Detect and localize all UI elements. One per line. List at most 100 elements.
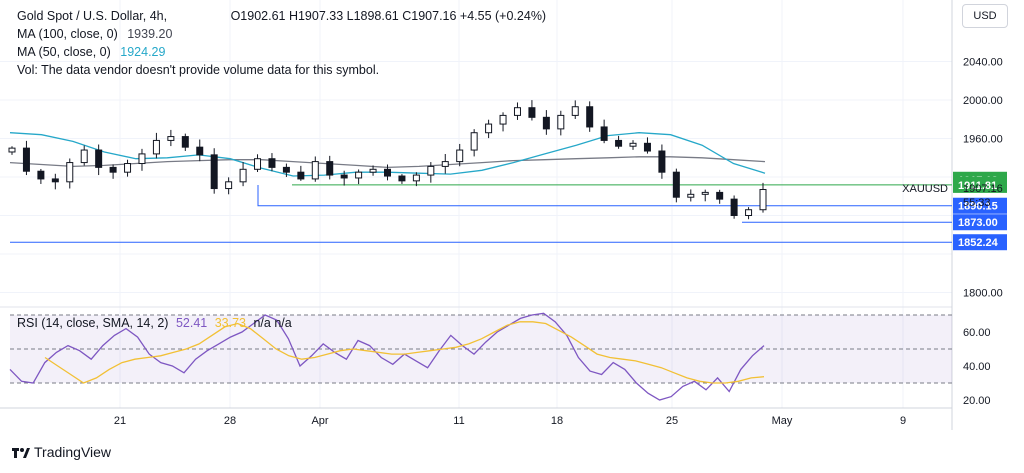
candle <box>138 148 146 171</box>
candle <box>456 143 464 167</box>
candle <box>759 182 767 213</box>
ma50-value: 1924.29 <box>120 45 166 59</box>
candle <box>470 129 478 157</box>
footer-branding: TradingView <box>12 444 111 460</box>
candle <box>124 159 132 177</box>
candle-body <box>51 178 59 183</box>
candle-body <box>22 147 30 172</box>
candle-body <box>615 139 623 147</box>
candle <box>542 110 550 135</box>
candle-body <box>210 154 218 190</box>
candle-body <box>687 193 695 198</box>
candle-body <box>181 136 189 148</box>
candle <box>716 189 724 204</box>
countdown-label: 55:33 <box>963 197 991 209</box>
ma50-label: MA (50, close, 0) <box>17 45 111 59</box>
ma100-label: MA (100, close, 0) <box>17 27 118 41</box>
candle-body <box>759 189 767 211</box>
candle-body <box>80 149 88 164</box>
price-label-box <box>953 234 1007 251</box>
rsi-value: 52.41 <box>175 316 208 330</box>
candle <box>109 164 117 179</box>
candle-body <box>456 149 464 163</box>
time-tick-label: 9 <box>900 415 906 427</box>
candle <box>311 156 319 182</box>
footer-brand-text: TradingView <box>34 444 112 460</box>
currency-button[interactable]: USD <box>962 4 1008 28</box>
legend-ohlc: O1902.61 H1907.33 L1898.61 C1907.16 +4.5… <box>230 9 547 23</box>
candle <box>254 154 262 173</box>
candle-body <box>297 171 305 180</box>
candle <box>629 140 637 150</box>
candle <box>355 169 363 185</box>
candle <box>528 100 536 121</box>
candle <box>571 100 579 119</box>
time-tick-label: May <box>772 415 793 427</box>
candle-body <box>716 191 724 200</box>
candle <box>37 168 45 184</box>
time-tick-label: Apr <box>311 415 328 427</box>
candle <box>513 102 521 120</box>
candle-body <box>66 162 74 183</box>
candle <box>557 110 565 136</box>
candle <box>297 165 305 181</box>
legend-title: Gold Spot / U.S. Dollar, 4h, <box>17 9 168 23</box>
candle <box>687 189 695 202</box>
candle-body <box>340 174 348 179</box>
candle <box>398 174 406 184</box>
candle-body <box>95 149 103 168</box>
candle-body <box>427 165 435 176</box>
candle-body <box>109 166 117 173</box>
candle-body <box>398 175 406 182</box>
price-tick-label: 2000.00 <box>963 95 1003 107</box>
candle-body <box>658 150 666 173</box>
candle <box>730 195 738 219</box>
candle-body <box>196 146 204 156</box>
candle-body <box>326 161 334 176</box>
candle-body <box>672 171 680 198</box>
candle <box>701 189 709 202</box>
candle-body <box>254 158 262 170</box>
candle <box>600 119 608 144</box>
price-label-text: 1911.81 <box>958 180 997 192</box>
candle <box>225 177 233 195</box>
candle-body <box>542 116 550 130</box>
candle <box>22 140 30 176</box>
legend-rsi: RSI (14, close, SMA, 14, 2) 52.41 33.73 … <box>17 316 292 330</box>
candle <box>441 153 449 174</box>
candle <box>51 173 59 190</box>
candle <box>8 146 16 155</box>
candle <box>658 144 666 179</box>
candle-body <box>268 158 276 168</box>
candle-body <box>355 171 363 179</box>
candle-body <box>499 114 507 125</box>
candle <box>485 119 493 139</box>
candle-body <box>600 126 608 141</box>
candle-body <box>225 181 233 190</box>
candle <box>239 162 247 187</box>
price-label-box <box>953 214 1007 231</box>
candle-body <box>8 147 16 153</box>
candle-body <box>571 106 579 116</box>
candle-body <box>513 107 521 116</box>
candle-body <box>701 191 709 195</box>
price-label-text: 1873.00 <box>958 217 998 229</box>
hline-support-1 <box>257 185 952 207</box>
price-tick-label: 2040.00 <box>963 57 1003 69</box>
legend-ma100: MA (100, close, 0) 1939.20 <box>17 27 172 41</box>
candle-body <box>167 136 175 141</box>
symbol-label: XAUUSD <box>902 183 948 195</box>
candle <box>268 153 276 172</box>
time-tick-label: 21 <box>114 415 126 427</box>
candle-body <box>384 168 391 177</box>
candle-body <box>441 161 449 167</box>
time-tick-label: 28 <box>224 415 236 427</box>
vol-note: Vol: The data vendor doesn't provide vol… <box>17 63 380 77</box>
candle-body <box>745 209 753 217</box>
candle-body <box>412 174 420 182</box>
price-label-text: 1852.24 <box>958 237 999 249</box>
candle <box>643 137 651 154</box>
candle-body <box>557 114 565 130</box>
rsi-label: RSI (14, close, SMA, 14, 2) <box>17 316 169 330</box>
